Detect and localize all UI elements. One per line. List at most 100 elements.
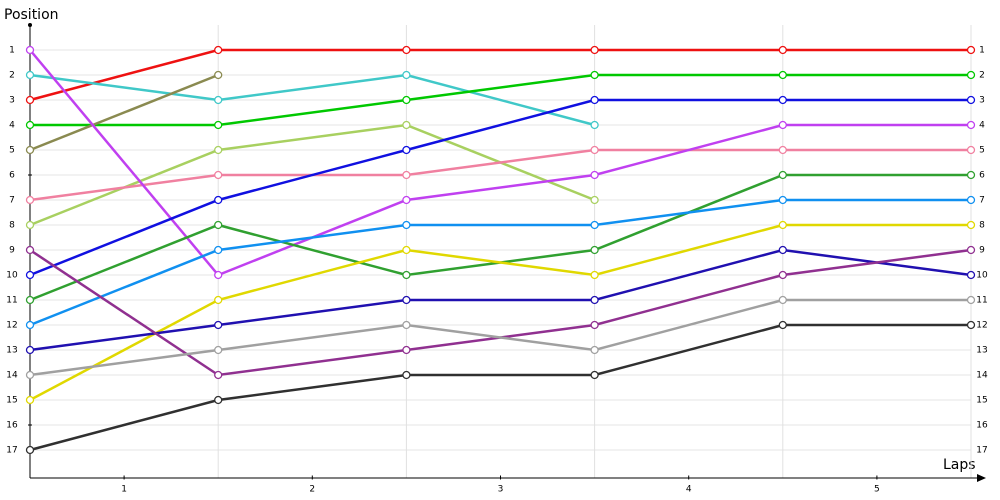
y-tick-label-right: 7 <box>979 196 985 206</box>
point <box>214 195 223 205</box>
point <box>590 70 599 80</box>
y-tick-label: 1 <box>9 46 15 56</box>
point <box>778 320 787 330</box>
point <box>966 95 976 105</box>
point <box>25 70 35 80</box>
series-line <box>29 223 971 402</box>
x-tick-label: 3 <box>498 485 504 495</box>
point <box>402 370 411 380</box>
point <box>402 295 411 305</box>
y-tick-label: 9 <box>9 246 15 256</box>
y-tick-label: 11 <box>6 296 17 306</box>
x-tick-label: 2 <box>309 485 315 495</box>
y-tick-label-right: 2 <box>979 71 985 81</box>
point <box>402 120 411 130</box>
point <box>25 345 35 355</box>
point <box>402 220 411 230</box>
point <box>778 45 787 55</box>
point <box>214 45 223 55</box>
point <box>25 120 35 130</box>
point <box>778 270 787 280</box>
point <box>214 370 223 380</box>
y-tick-label-right: 5 <box>979 146 985 156</box>
x-tick-label: 5 <box>874 485 880 495</box>
y-tick-label-right: 3 <box>979 96 985 106</box>
point <box>590 195 599 205</box>
point <box>778 195 787 205</box>
point <box>590 345 599 355</box>
point <box>590 370 599 380</box>
x-tick-label: 1 <box>121 485 127 495</box>
point <box>778 245 787 255</box>
point <box>25 445 35 455</box>
point <box>966 245 976 255</box>
point <box>966 120 976 130</box>
y-tick-label: 14 <box>6 371 18 381</box>
point <box>966 170 976 180</box>
point <box>402 245 411 255</box>
point <box>214 220 223 230</box>
point <box>778 145 787 155</box>
point <box>590 95 599 105</box>
y-tick-label: 13 <box>6 346 17 356</box>
series-line <box>29 73 219 152</box>
point <box>214 170 223 180</box>
y-tick-label-right: 8 <box>979 221 985 231</box>
point <box>966 145 976 155</box>
series-line <box>30 73 971 127</box>
point <box>402 270 411 280</box>
y-tick-label-right: 16 <box>976 421 988 431</box>
y-axis-title: Position <box>4 7 59 23</box>
point <box>214 345 223 355</box>
y-tick-label-right: 6 <box>979 171 985 181</box>
point <box>402 45 411 55</box>
y-tick-label: 12 <box>6 321 17 331</box>
y-tick-label-right: 10 <box>976 271 988 281</box>
point <box>25 270 35 280</box>
point <box>778 170 787 180</box>
point <box>402 145 411 155</box>
x-tick-label: 4 <box>686 485 692 495</box>
y-tick-label: 5 <box>9 146 15 156</box>
point <box>402 170 411 180</box>
x-axis-arrow <box>977 474 986 482</box>
point <box>214 95 223 105</box>
point <box>25 370 35 380</box>
series-line <box>29 98 971 277</box>
point <box>966 195 976 205</box>
point <box>590 145 599 155</box>
point <box>214 70 223 80</box>
series-line <box>29 248 972 352</box>
y-tick-label: 10 <box>6 271 18 281</box>
point <box>590 170 599 180</box>
point <box>778 70 787 80</box>
point <box>590 120 599 130</box>
point <box>590 220 599 230</box>
point <box>402 345 411 355</box>
point <box>590 45 599 55</box>
y-tick-label-right: 11 <box>976 296 987 306</box>
point <box>778 220 787 230</box>
y-tick-label-right: 14 <box>976 371 988 381</box>
series-line <box>29 298 971 377</box>
point <box>590 295 599 305</box>
point <box>402 195 411 205</box>
point <box>402 95 411 105</box>
point <box>778 120 787 130</box>
point <box>214 295 223 305</box>
point <box>778 295 787 305</box>
y-tick-label-right: 13 <box>976 346 987 356</box>
point <box>25 320 35 330</box>
point <box>214 245 223 255</box>
point <box>966 295 976 305</box>
point <box>25 195 35 205</box>
series-line <box>29 323 971 452</box>
y-tick-label-right: 1 <box>979 46 985 56</box>
y-tick-label: 15 <box>6 396 17 406</box>
point <box>966 270 976 280</box>
y-tick-label: 7 <box>9 196 15 206</box>
point <box>402 70 411 80</box>
point <box>25 145 35 155</box>
y-axis-end <box>28 23 32 27</box>
